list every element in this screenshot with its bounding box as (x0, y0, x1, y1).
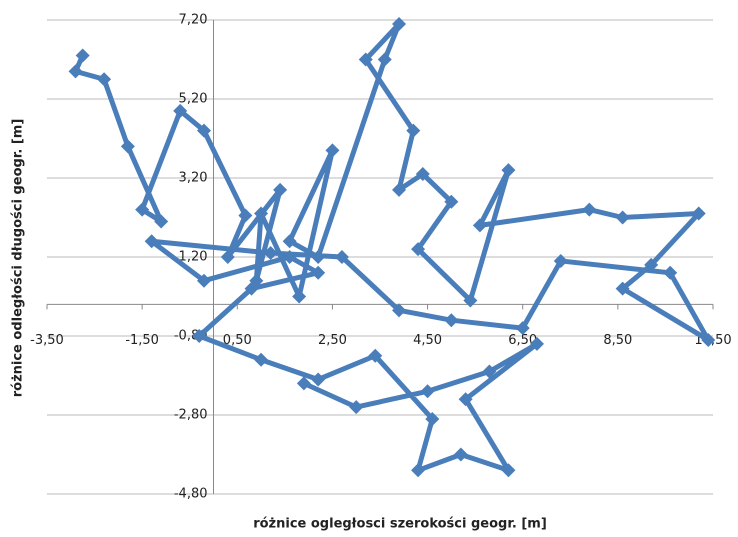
x-tick-label: 8,50 (603, 333, 632, 348)
point (582, 202, 597, 217)
x-tick-label: -3,50 (30, 333, 64, 348)
point (311, 372, 326, 387)
point (392, 16, 407, 31)
point (615, 281, 630, 296)
point (254, 206, 269, 221)
point (68, 64, 83, 79)
x-tick-label: 4,50 (413, 333, 442, 348)
point (392, 182, 407, 197)
point (263, 246, 278, 261)
point (238, 208, 253, 223)
y-axis-title: różnice odległości długości geogr. [m] (11, 119, 26, 398)
y-tick-label: 5,20 (179, 92, 208, 107)
point (501, 163, 516, 178)
point (249, 273, 264, 288)
point (273, 182, 288, 197)
point (97, 72, 112, 87)
point (663, 265, 678, 280)
point (458, 392, 473, 407)
point (701, 332, 716, 347)
point (254, 352, 269, 367)
point (196, 123, 211, 138)
point (358, 52, 373, 67)
point (75, 48, 90, 63)
point (691, 206, 706, 221)
point (368, 348, 383, 363)
point (411, 463, 426, 478)
point (529, 336, 544, 351)
point (244, 281, 259, 296)
point (311, 250, 326, 264)
y-tick-label: -4,80 (174, 487, 208, 502)
point (415, 167, 430, 182)
y-tick-label: 3,20 (179, 171, 208, 186)
point (377, 52, 392, 67)
point (325, 143, 340, 158)
point (282, 250, 297, 264)
y-tick-label: 1,20 (179, 250, 208, 265)
point (173, 103, 188, 118)
series-line (73, 21, 711, 473)
point (444, 313, 459, 328)
y-tick-label: -2,80 (174, 408, 208, 423)
y-tick-label: 7,20 (179, 13, 208, 28)
point (334, 250, 349, 264)
point (615, 210, 630, 225)
point (296, 376, 311, 391)
point (463, 293, 478, 308)
point (349, 400, 364, 415)
point (135, 202, 150, 217)
point (311, 265, 326, 280)
point (472, 218, 487, 233)
point (144, 234, 159, 249)
point (553, 253, 568, 268)
x-tick-label: 2,50 (318, 333, 347, 348)
point (392, 303, 407, 318)
point (154, 214, 169, 229)
x-tick-label: 0,50 (223, 333, 252, 348)
point (425, 411, 440, 426)
point (444, 194, 459, 209)
point (220, 250, 235, 264)
point (644, 257, 659, 272)
point (515, 321, 530, 336)
point (120, 139, 135, 154)
x-tick-label: -1,50 (125, 333, 159, 348)
point (406, 123, 421, 138)
point (411, 242, 426, 257)
point (482, 364, 497, 379)
x-tick-label: 6,50 (508, 333, 537, 348)
point (282, 234, 297, 249)
point (292, 289, 307, 304)
point (196, 273, 211, 288)
point (501, 463, 516, 478)
point (420, 384, 435, 399)
point (192, 329, 207, 343)
x-axis-title: różnice ogległosci szerokości geogr. [m] (253, 517, 547, 532)
point (453, 447, 468, 462)
